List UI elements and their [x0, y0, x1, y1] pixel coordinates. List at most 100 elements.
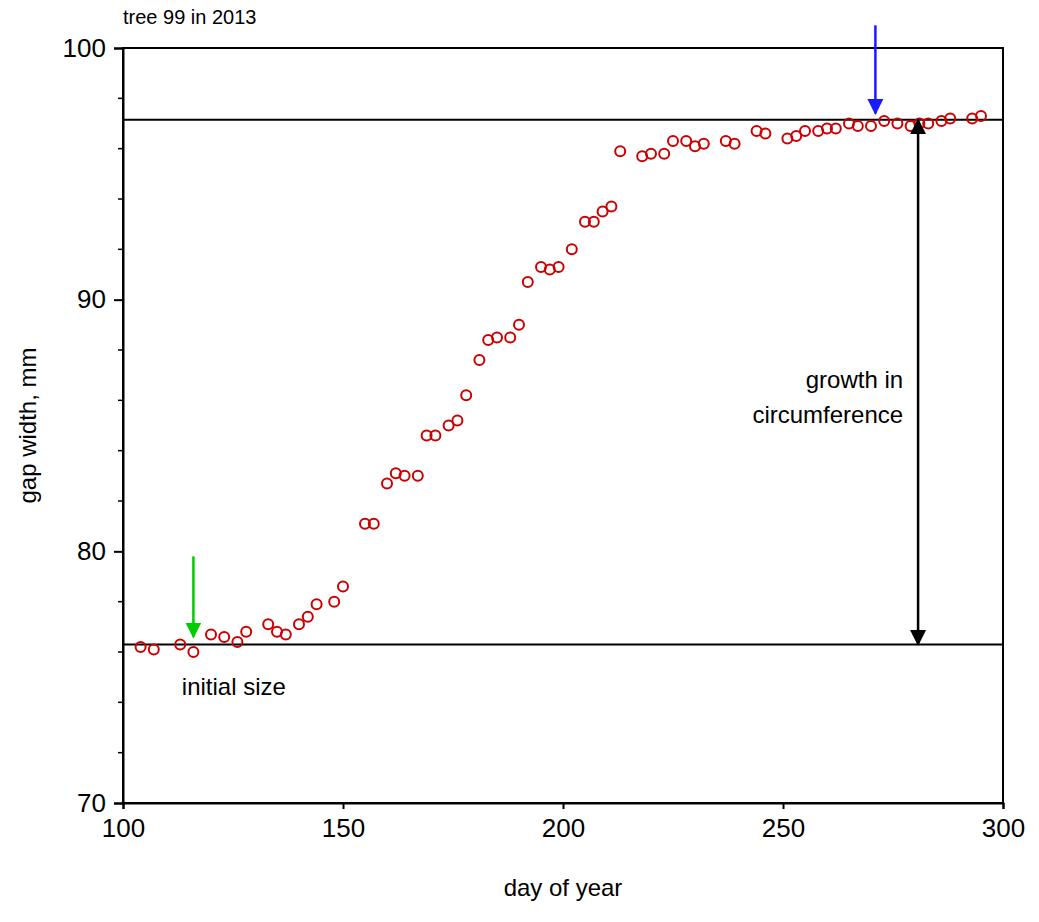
data-point: [241, 627, 251, 637]
x-tick-mark: [1003, 803, 1005, 809]
y-tick-mark: [114, 551, 123, 553]
data-point: [492, 332, 502, 342]
annotation: circumference: [752, 401, 903, 428]
y-minor-tick: [118, 450, 123, 452]
y-tick: 90: [77, 284, 123, 314]
data-point: [430, 431, 440, 441]
data-point: [892, 119, 902, 129]
data-point: [232, 637, 242, 647]
data-point: [567, 244, 577, 254]
data-point: [923, 119, 933, 129]
data-point: [329, 597, 339, 607]
data-point: [338, 582, 348, 592]
x-axis-title: day of year: [504, 874, 623, 901]
y-tick-mark: [114, 299, 123, 301]
y-minor-tick: [118, 601, 123, 603]
x-tick-mark: [563, 803, 565, 809]
y-minor-tick: [118, 702, 123, 704]
data-point: [606, 202, 616, 212]
y-axis-title: gap width, mm: [14, 347, 41, 503]
x-tick: 250: [762, 803, 805, 843]
x-tick-mark: [783, 803, 785, 809]
x-tick: 200: [542, 803, 585, 843]
x-tick-label: 250: [762, 813, 805, 843]
y-minor-tick: [118, 752, 123, 754]
data-point: [206, 629, 216, 639]
data-point: [668, 136, 678, 146]
x-tick-label: 200: [542, 813, 585, 843]
reference-line: [123, 643, 1003, 645]
annotation: growth in: [806, 366, 903, 393]
y-tick-label: 80: [77, 536, 106, 566]
arrow: [192, 556, 195, 637]
arrows: [193, 25, 918, 644]
y-tick: 80: [77, 536, 123, 566]
y-axis-line: [114, 49, 124, 804]
data-point: [866, 121, 876, 131]
data-point: [188, 647, 198, 657]
data-point: [303, 612, 313, 622]
y-tick-label: 100: [63, 33, 106, 63]
data-point: [659, 149, 669, 159]
x-tick: 300: [982, 803, 1025, 843]
y-minor-tick: [118, 249, 123, 251]
y-minor-tick: [118, 500, 123, 502]
data-point: [646, 149, 656, 159]
chart: tree 99 in 2013 100 150 200 250 300 70 80 90 100 d…: [0, 0, 1039, 922]
data-point: [149, 644, 159, 654]
data-point: [294, 619, 304, 629]
y-minor-tick: [118, 198, 123, 200]
data-point: [452, 415, 462, 425]
data-point: [281, 629, 291, 639]
data-point: [474, 355, 484, 365]
data-point: [760, 129, 770, 139]
data-point: [853, 121, 863, 131]
data-point: [945, 113, 955, 123]
data-point: [369, 519, 379, 529]
arrow: [917, 120, 920, 645]
data-point: [800, 126, 810, 136]
data-point: [175, 639, 185, 649]
y-minor-tick: [118, 349, 123, 351]
x-axis-line: [124, 804, 1004, 810]
y-tick-mark: [114, 803, 123, 805]
title: tree 99 in 2013: [123, 6, 256, 28]
x-tick: 150: [322, 803, 365, 843]
data-point: [505, 332, 515, 342]
data-point: [382, 478, 392, 488]
arrow: [874, 25, 877, 113]
data-point: [219, 632, 229, 642]
x-axis: 100 150 200 250 300: [102, 803, 1025, 843]
x-tick: 100: [102, 803, 145, 843]
data-point: [400, 471, 410, 481]
y-tick: 70: [77, 788, 123, 818]
y-minor-tick: [118, 148, 123, 150]
data-point: [523, 277, 533, 287]
y-tick-label: 70: [77, 788, 106, 818]
x-tick-label: 150: [322, 813, 365, 843]
data-point: [879, 116, 889, 126]
x-tick-label: 100: [102, 813, 145, 843]
y-minor-tick: [118, 98, 123, 100]
x-tick-label: 300: [982, 813, 1025, 843]
data-point: [263, 619, 273, 629]
y-axis: 70 80 90 100: [63, 33, 124, 818]
data-point: [976, 111, 986, 121]
data-point: [312, 599, 322, 609]
y-tick-label: 90: [77, 284, 106, 314]
y-tick: 100: [63, 33, 123, 63]
y-tick-mark: [114, 48, 123, 50]
plot-frame: [123, 48, 1003, 803]
data-point: [615, 146, 625, 156]
annotation: initial size: [182, 673, 286, 700]
data-point: [554, 262, 564, 272]
y-minor-tick: [118, 651, 123, 653]
annotations: initial size growth in circumference: [182, 366, 903, 700]
x-tick-mark: [343, 803, 345, 809]
y-minor-ticks: [118, 98, 123, 752]
y-minor-tick: [118, 400, 123, 402]
data-point: [730, 139, 740, 149]
data-point: [831, 124, 841, 134]
data-point: [699, 139, 709, 149]
data-point: [589, 217, 599, 227]
